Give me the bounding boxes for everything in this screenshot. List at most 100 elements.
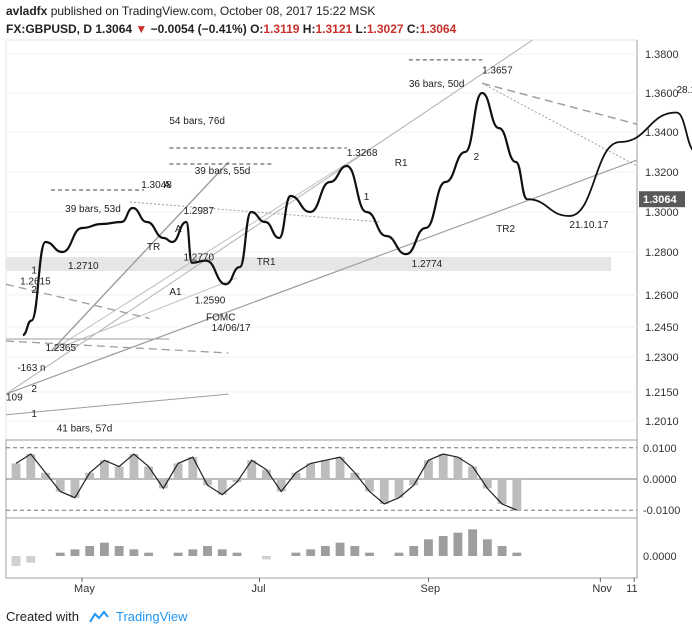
- projection-wave-line: [527, 111, 692, 217]
- price-tick-label: 1.2600: [645, 290, 679, 302]
- oscillator-bar: [232, 479, 242, 483]
- low-label: L:: [355, 22, 367, 36]
- histogram-bar: [217, 549, 227, 556]
- chart-annotation: FOMC: [206, 313, 235, 324]
- chart-annotation: R1: [395, 158, 408, 169]
- bottom-thin-line: [5, 393, 229, 416]
- histogram-bar: [482, 539, 492, 556]
- oscillator-bar: [100, 460, 109, 479]
- oscillator-bar: [291, 472, 301, 479]
- histogram-bar: [365, 552, 374, 556]
- oscillator-bar: [306, 463, 316, 479]
- last-price-tag-bg: [639, 191, 685, 208]
- histogram-bar: [26, 556, 36, 563]
- chart-annotation: 1: [31, 266, 37, 277]
- histogram-bar: [129, 549, 139, 556]
- tradingview-logo-icon: [88, 610, 109, 623]
- chart-annotation: A: [164, 180, 171, 191]
- histogram-bar: [232, 552, 242, 556]
- histogram-bar: [409, 546, 419, 556]
- x-tick-label: Nov: [592, 583, 612, 595]
- symbol-label: FX:GBPUSD, D: [6, 22, 93, 36]
- high-label: H:: [302, 22, 316, 36]
- oscillator-bar: [350, 472, 360, 479]
- oscillator-bar: [85, 472, 95, 479]
- publisher-name[interactable]: avladfx: [6, 4, 48, 18]
- oscillator-bar: [394, 479, 404, 498]
- oscillator-bar: [379, 479, 389, 504]
- channel-top-line: [5, 39, 534, 395]
- oscillator-bar: [158, 479, 168, 489]
- x-tick-label: 11: [626, 583, 637, 595]
- price-series: [22, 91, 692, 337]
- oscillator-bar: [41, 472, 50, 479]
- histogram-bar: [144, 552, 154, 556]
- price-tick-label: 1.3400: [645, 127, 679, 139]
- drawings-layer: [5, 39, 638, 416]
- fan-line-1: [50, 161, 230, 352]
- histogram-panel: [11, 529, 522, 566]
- chart-annotation: 1.2770: [183, 253, 214, 264]
- price-line: [22, 91, 529, 337]
- price-tick-label: 1.2010: [645, 416, 679, 428]
- tradingview-link[interactable]: TradingView: [116, 609, 188, 624]
- price-tick-label: 1.3600: [645, 88, 679, 100]
- oscillator-bar: [129, 454, 139, 479]
- dotted-top-line: [481, 82, 638, 167]
- oscillator-bar: [262, 469, 271, 479]
- chart-annotation: 36 bars, 50d: [409, 79, 465, 90]
- histogram-bar: [438, 536, 448, 556]
- oscillator-bar: [453, 457, 463, 479]
- oscillator-bar: [70, 479, 80, 498]
- histogram-bar: [394, 552, 404, 556]
- high-value: 1.3121: [315, 22, 353, 36]
- histogram-bar: [203, 546, 212, 556]
- symbol-line: FX:GBPUSD, D 1.3064 ▼ −0.0054 (−0.41%) O…: [6, 22, 456, 36]
- histogram-bar: [114, 546, 124, 556]
- x-tick-label: Sep: [421, 583, 441, 595]
- oscillator-bar: [144, 466, 154, 479]
- oscillator-bar: [55, 479, 65, 492]
- oscillator-bar: [335, 457, 345, 479]
- close-label: C:: [406, 22, 420, 36]
- chart-annotation: 54 bars, 76d: [169, 116, 225, 127]
- price-tick-label: 1.3200: [645, 167, 679, 179]
- chart-annotation: 1: [31, 409, 37, 420]
- histogram-bar: [11, 556, 21, 566]
- last-price: 1.3064: [95, 22, 133, 36]
- open-label: O:: [250, 22, 264, 36]
- chart-annotation: -163 п: [17, 363, 45, 374]
- oscillator-bar: [424, 460, 433, 479]
- chart-annotation: A1: [169, 287, 182, 298]
- oscillator-bar: [482, 479, 492, 489]
- histogram-bar: [497, 546, 507, 556]
- last-price-tag-label: 1.3064: [643, 194, 678, 206]
- chart-annotation: 21.10.17: [569, 220, 608, 231]
- chart-annotation: A: [175, 224, 182, 235]
- dashed-mid-line: [5, 283, 150, 320]
- chart-annotation: 1.2365: [45, 343, 76, 354]
- oscillator-tick-label: 0.0000: [643, 474, 677, 486]
- chart-annotation: 1.2710: [68, 261, 99, 272]
- chart-annotation: 1.2987: [183, 206, 214, 217]
- chart-annotation: 39 bars, 55d: [195, 166, 251, 177]
- histogram-bar: [335, 542, 345, 556]
- chart-annotation: 39 bars, 53d: [65, 204, 121, 215]
- oscillator-bar: [365, 479, 374, 492]
- low-value: 1.3027: [366, 22, 404, 36]
- oscillator-line: [15, 453, 518, 511]
- price-tick-label: 1.2800: [645, 247, 679, 259]
- oscillator-bar: [438, 454, 448, 479]
- oscillator-tick-label: -0.0100: [643, 505, 680, 517]
- chart-annotation: 1.3268: [347, 148, 378, 159]
- chart-annotation: 28.11.17: [676, 85, 692, 96]
- histogram-bar: [70, 549, 80, 556]
- price-tick-label: 1.2450: [645, 322, 679, 334]
- oscillator-bar: [188, 457, 198, 479]
- fan-line-2: [50, 141, 381, 352]
- price-tick-label: 1.2300: [645, 352, 679, 364]
- close-value: 1.3064: [419, 22, 457, 36]
- histogram-bar: [262, 556, 271, 560]
- chart-annotation: 1.3657: [482, 66, 513, 77]
